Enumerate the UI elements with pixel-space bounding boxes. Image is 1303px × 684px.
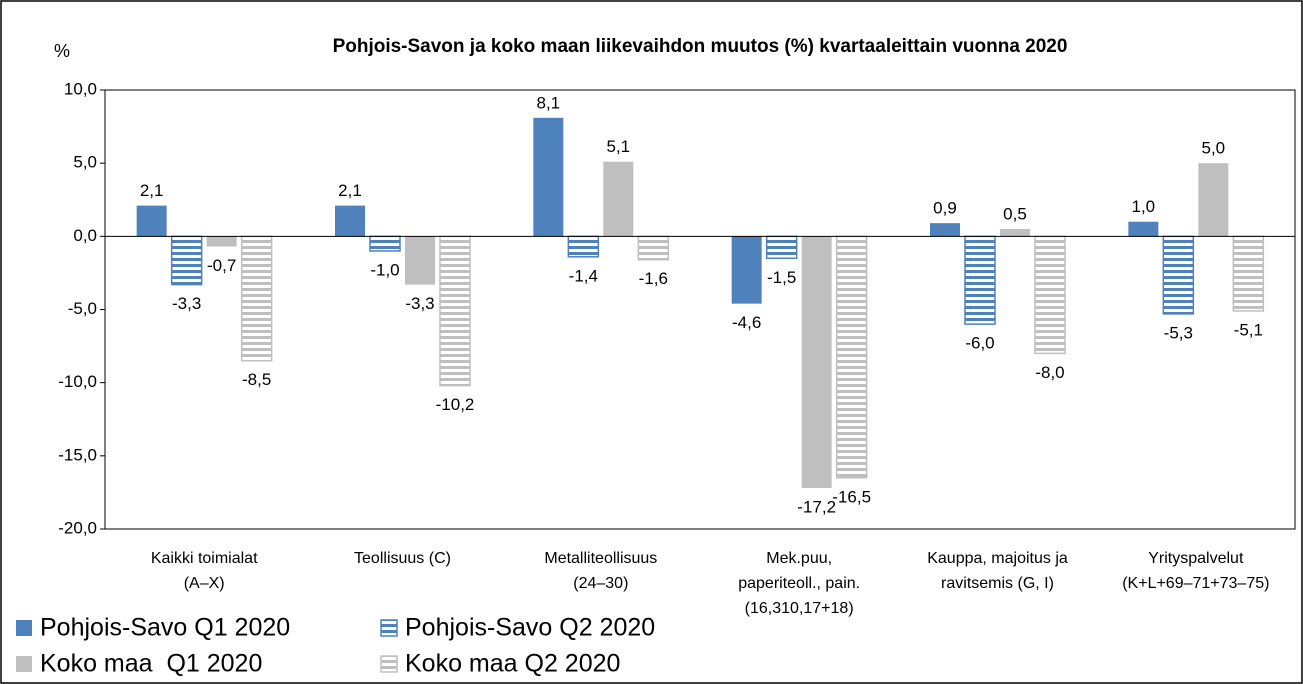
x-tick-label: ravitsemis (G, I) xyxy=(941,575,1054,592)
y-tick-label: -10,0 xyxy=(58,372,97,391)
data-label: -1,4 xyxy=(569,266,598,285)
legend-label: Pohjois-Savo Q2 2020 xyxy=(405,614,655,642)
bar xyxy=(1034,235,1066,355)
bar xyxy=(765,235,798,260)
data-label: 2,1 xyxy=(338,181,362,200)
bar xyxy=(637,235,670,261)
bar xyxy=(1198,163,1229,237)
bar xyxy=(136,205,167,237)
bar xyxy=(1232,235,1265,312)
y-axis-label: % xyxy=(54,41,70,61)
legend-label: Koko maa Q2 2020 xyxy=(405,650,620,678)
bar xyxy=(369,235,401,252)
data-label: -8,0 xyxy=(1035,363,1064,382)
x-tick-label: (24–30) xyxy=(573,575,628,592)
legend-swatch xyxy=(380,655,398,673)
x-tick-label: (16,310,17+18) xyxy=(745,600,854,617)
data-label: -0,7 xyxy=(207,256,236,275)
data-label: -1,6 xyxy=(639,269,668,288)
x-tick-label: Kauppa, majoitus ja xyxy=(927,550,1068,567)
bar xyxy=(1162,235,1195,315)
x-tick-label: Yrityspalvelut xyxy=(1148,550,1244,567)
y-tick-label: -15,0 xyxy=(58,445,97,464)
bar xyxy=(240,235,273,362)
data-label: -5,1 xyxy=(1234,320,1263,339)
chart-title: Pohjois-Savon ja koko maan liikevaihdon … xyxy=(333,36,1068,57)
data-label: -16,5 xyxy=(832,487,871,506)
x-tick-label: Teollisuus (C) xyxy=(354,550,451,567)
data-label: 8,1 xyxy=(537,93,561,112)
data-label: 0,5 xyxy=(1003,205,1027,224)
data-label: -4,6 xyxy=(732,313,761,332)
data-label: -3,3 xyxy=(172,294,201,313)
bar xyxy=(835,235,868,479)
y-tick-label: 5,0 xyxy=(73,153,97,172)
x-tick-label: Mek.puu, xyxy=(766,550,832,567)
data-label: -1,5 xyxy=(767,268,796,287)
data-label: -6,0 xyxy=(965,334,994,353)
bar xyxy=(439,235,471,387)
legend-swatch xyxy=(16,620,32,636)
x-tick-label: Metalliteollisuus xyxy=(544,550,657,567)
data-label: 5,1 xyxy=(607,137,631,156)
y-tick-label: 0,0 xyxy=(73,226,97,245)
x-tick-label: (A–X) xyxy=(184,575,225,592)
legend-swatch xyxy=(16,656,32,672)
legend-swatch xyxy=(380,619,398,637)
bar xyxy=(731,236,762,304)
y-tick-label: 10,0 xyxy=(64,79,97,98)
bar xyxy=(1000,229,1030,237)
data-label: 0,9 xyxy=(933,199,957,218)
y-tick-label: -20,0 xyxy=(58,518,97,537)
data-label: 1,0 xyxy=(1132,197,1156,216)
bar xyxy=(1128,221,1159,237)
data-label: -17,2 xyxy=(797,498,836,517)
data-label: 2,1 xyxy=(140,181,164,200)
bar xyxy=(533,117,564,237)
bar xyxy=(335,205,365,237)
data-label: 5,0 xyxy=(1202,139,1226,158)
bar xyxy=(603,161,634,237)
data-label: -5,3 xyxy=(1164,323,1193,342)
data-label: -8,5 xyxy=(242,370,271,389)
y-tick-label: -5,0 xyxy=(68,299,97,318)
legend-label: Koko maa Q1 2020 xyxy=(40,650,262,678)
bar xyxy=(801,236,832,489)
bar xyxy=(405,236,435,285)
data-label: -10,2 xyxy=(436,395,475,414)
x-tick-label: (K+L+69–71+73–75) xyxy=(1122,575,1269,592)
bar xyxy=(930,223,960,237)
x-tick-label: paperiteoll., pain. xyxy=(738,575,860,592)
bar xyxy=(206,236,237,247)
bar xyxy=(964,235,996,325)
bar xyxy=(567,235,600,258)
legend-label: Pohjois-Savo Q1 2020 xyxy=(40,614,290,642)
x-tick-label: Kaikki toimialat xyxy=(151,550,258,567)
data-label: -1,0 xyxy=(370,260,399,279)
bar xyxy=(170,235,203,286)
data-label: -3,3 xyxy=(405,294,434,313)
